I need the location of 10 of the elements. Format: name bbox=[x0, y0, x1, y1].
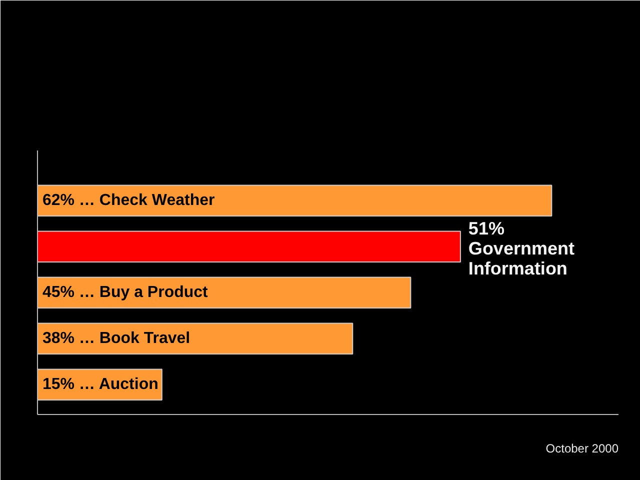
text: October 2000 bbox=[546, 442, 619, 456]
bar bbox=[38, 276, 412, 309]
bar bbox=[38, 230, 461, 263]
data-label: 15% … Auction bbox=[42, 376, 158, 394]
data-label: 38% … Book Travel bbox=[42, 330, 190, 348]
bar bbox=[38, 184, 552, 217]
data-label: 51% Government Information bbox=[468, 218, 574, 279]
bar bbox=[38, 322, 354, 355]
data-label: 45% … Buy a Product bbox=[42, 284, 209, 302]
data-label: 62% … Check Weather bbox=[42, 192, 215, 210]
